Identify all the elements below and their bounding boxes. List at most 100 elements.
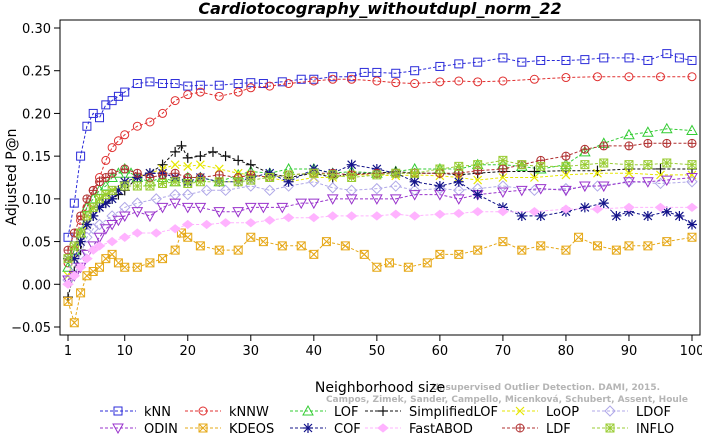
data-point <box>592 72 602 82</box>
x-tick-label: 80 <box>558 344 575 359</box>
data-point <box>686 173 698 184</box>
data-point <box>561 55 571 65</box>
data-point <box>498 173 508 182</box>
data-point <box>347 72 357 82</box>
data-point <box>81 219 92 230</box>
data-point <box>183 81 193 91</box>
data-point <box>99 224 112 235</box>
data-point <box>660 175 673 187</box>
data-point <box>81 254 93 264</box>
data-point <box>529 173 539 182</box>
legend-marker <box>604 405 616 417</box>
data-point <box>113 136 123 146</box>
data-point <box>435 77 445 87</box>
x-tick-label: 40 <box>306 344 323 359</box>
data-point <box>132 168 142 178</box>
data-point <box>410 79 420 89</box>
data-point <box>687 219 697 230</box>
data-point <box>246 232 256 242</box>
data-point <box>471 207 484 217</box>
data-point <box>515 160 528 171</box>
data-point <box>599 158 609 168</box>
data-point <box>687 160 697 170</box>
data-point <box>359 249 369 259</box>
series-line <box>67 177 693 281</box>
data-point <box>580 144 590 154</box>
data-point <box>156 202 169 214</box>
data-point <box>296 241 306 251</box>
data-point <box>473 245 483 255</box>
data-point <box>384 258 394 268</box>
data-point <box>170 146 181 157</box>
data-point <box>686 176 698 188</box>
data-point <box>515 185 528 197</box>
y-tick-label: 0.15 <box>22 150 51 165</box>
legend-marker <box>302 404 314 416</box>
data-point <box>410 168 420 178</box>
data-point <box>95 194 105 204</box>
data-point <box>170 79 180 89</box>
data-point <box>145 77 155 87</box>
legend-item-knnw: kNNW <box>185 405 269 420</box>
data-point <box>101 190 111 200</box>
data-point <box>529 74 539 84</box>
data-point <box>327 182 339 194</box>
data-point <box>687 72 697 82</box>
data-point <box>687 232 697 242</box>
data-point <box>498 237 508 247</box>
data-point <box>611 210 622 221</box>
data-point <box>176 140 187 151</box>
data-point <box>624 168 634 178</box>
data-point <box>132 79 142 89</box>
data-point <box>93 218 106 231</box>
data-point <box>654 202 667 213</box>
data-point <box>107 193 118 204</box>
data-point <box>88 202 98 212</box>
data-point <box>120 164 130 174</box>
data-point <box>624 141 634 151</box>
x-tick-label: 100 <box>680 344 702 359</box>
x-axis-label: Neighborhood size <box>315 380 445 396</box>
data-point <box>220 151 231 162</box>
series-line <box>67 181 693 281</box>
data-point <box>472 189 483 200</box>
data-point <box>654 177 667 190</box>
data-point <box>662 49 672 59</box>
data-point <box>214 177 224 187</box>
data-point <box>578 145 591 157</box>
data-point <box>454 59 464 69</box>
data-point <box>328 170 338 180</box>
legend-item-lof: LOF <box>290 404 359 420</box>
data-point <box>62 279 74 289</box>
data-point <box>624 241 634 251</box>
data-point <box>662 158 672 168</box>
legend: kNN kNNW LOF SimplifiedLOF LoOP LDOF ODIN KDEOS… <box>100 404 674 434</box>
watermark: Campos, Zimek, Sander, Campello, Micenko… <box>326 383 688 405</box>
data-point <box>536 241 546 251</box>
data-point <box>131 207 144 218</box>
data-point <box>452 208 465 219</box>
data-point <box>473 175 483 185</box>
x-tick-label: 10 <box>116 344 133 359</box>
y-axis-label: Adjusted P@n <box>4 128 20 225</box>
data-point <box>391 78 401 88</box>
data-point <box>169 224 181 234</box>
data-point <box>536 55 546 65</box>
data-point <box>674 210 685 221</box>
data-point <box>529 166 540 177</box>
data-point <box>214 80 224 90</box>
legend-label: INFLO <box>636 422 674 434</box>
data-point <box>309 76 319 86</box>
series-kdeos <box>63 228 697 328</box>
data-point <box>200 184 213 197</box>
data-point <box>422 258 432 268</box>
data-point <box>200 219 213 230</box>
data-point <box>655 163 666 174</box>
data-point <box>145 173 155 182</box>
data-point <box>391 168 401 178</box>
data-point <box>284 79 294 89</box>
legend-marker <box>605 423 615 433</box>
data-point <box>132 262 142 272</box>
data-point <box>76 151 86 161</box>
